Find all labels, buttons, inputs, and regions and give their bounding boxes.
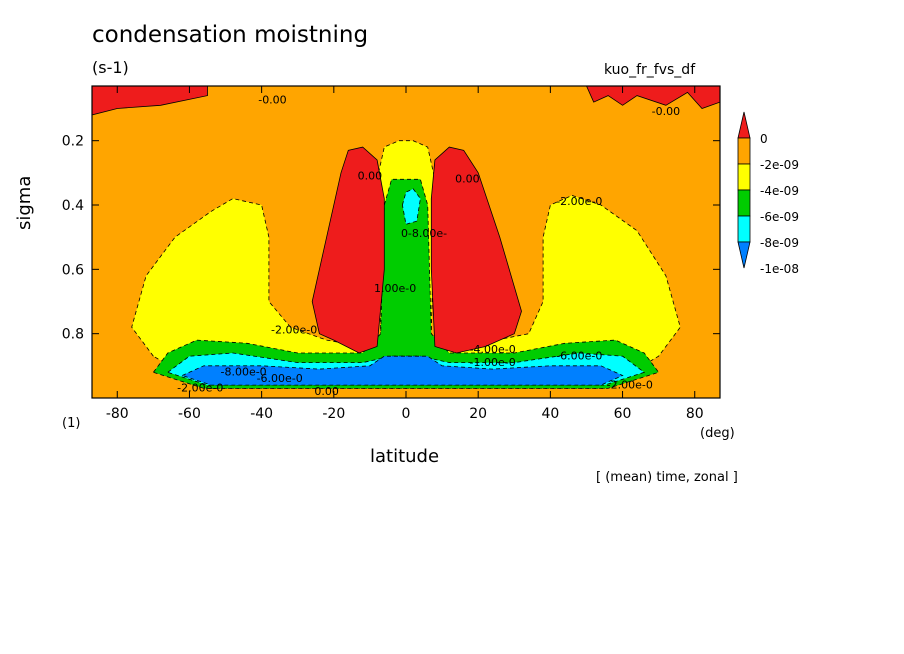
- legend-label-0: 0: [760, 132, 768, 146]
- x-tick-label: -40: [250, 406, 273, 422]
- legend-label-4: -8e-09: [760, 236, 799, 250]
- x-axis-unit: (deg): [700, 426, 735, 441]
- chart-units: (s-1): [92, 58, 129, 77]
- y-axis-bottom-unit: (1): [62, 416, 81, 431]
- x-tick-label: 60: [614, 406, 632, 422]
- contour-label-4: -2.00e-0: [556, 195, 602, 208]
- run-name: kuo_fr_fvs_df: [604, 62, 696, 78]
- contour-region-1: [586, 86, 720, 109]
- legend-label-1: -2e-09: [760, 158, 799, 172]
- legend-label-5: -1e-08: [760, 262, 799, 276]
- contour-label-3: 0.00: [455, 172, 480, 185]
- contour-label-8: -4.00e-0: [470, 343, 516, 356]
- contour-label-11: -8.00e-0: [220, 365, 266, 378]
- x-tick-label: -20: [322, 406, 345, 422]
- y-tick-label: 0.8: [62, 327, 84, 343]
- contour-label-13: -2.00e-0: [177, 382, 223, 395]
- x-tick-label: 40: [541, 406, 559, 422]
- chart-title: condensation moistning: [92, 22, 369, 48]
- y-tick-label: 0.4: [62, 198, 84, 214]
- legend-swatch-4: [737, 215, 751, 243]
- y-tick-label: 0.6: [62, 262, 84, 278]
- legend-swatch-top: [737, 111, 751, 139]
- contour-region-9: [430, 146, 522, 354]
- x-tick-label: 20: [469, 406, 487, 422]
- contour-label-14: -2.00e-0: [607, 378, 653, 391]
- legend-swatch-1: [737, 137, 751, 165]
- contour-region-4: [152, 178, 660, 389]
- contour-label-2: 0.00: [358, 169, 383, 182]
- x-tick-label: 0: [402, 406, 411, 422]
- x-tick-label: -80: [106, 406, 129, 422]
- contour-label-6: 1.00e-0: [374, 282, 416, 295]
- contour-label-9: -1.00e-0: [470, 356, 516, 369]
- legend-label-2: -4e-09: [760, 184, 799, 198]
- contour-region-0: [92, 86, 208, 116]
- contour-label-5: -2.00e-0: [271, 324, 317, 337]
- y-tick-label: 0.2: [62, 134, 84, 150]
- legend-swatch-2: [737, 163, 751, 191]
- legend-swatch-bottom: [737, 241, 751, 269]
- contour-label-10: -6.00e-0: [556, 349, 602, 362]
- legend-swatch-3: [737, 189, 751, 217]
- contour-label-12: -6.00e-0: [257, 372, 303, 385]
- x-tick-label: -60: [178, 406, 201, 422]
- contour-label-15: 0.00: [314, 385, 339, 398]
- x-axis-label: latitude: [370, 446, 440, 467]
- legend-label-3: -6e-09: [760, 210, 799, 224]
- footer-note: [ (mean) time, zonal ]: [596, 470, 738, 485]
- contour-region-7: [181, 355, 624, 386]
- contour-region-8: [311, 146, 385, 354]
- contour-region-2: [131, 194, 681, 389]
- contour-label-0: -0.00: [258, 94, 286, 107]
- contour-label-7: 0-8.00e-: [401, 227, 447, 240]
- x-tick-label: 80: [686, 406, 704, 422]
- contour-label-1: -0.00: [652, 105, 680, 118]
- contour-region-6: [401, 188, 421, 225]
